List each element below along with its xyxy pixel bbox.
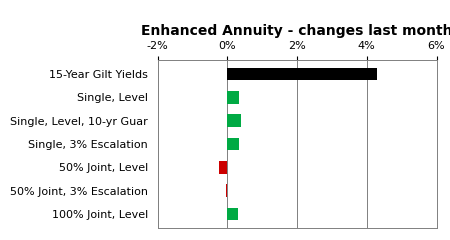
Bar: [227, 138, 239, 150]
Bar: [227, 91, 239, 104]
Bar: [227, 68, 377, 80]
Bar: [225, 184, 227, 197]
Bar: [227, 114, 241, 127]
Bar: [227, 208, 238, 220]
Bar: [219, 161, 227, 174]
Title: Enhanced Annuity - changes last month: Enhanced Annuity - changes last month: [141, 24, 450, 38]
